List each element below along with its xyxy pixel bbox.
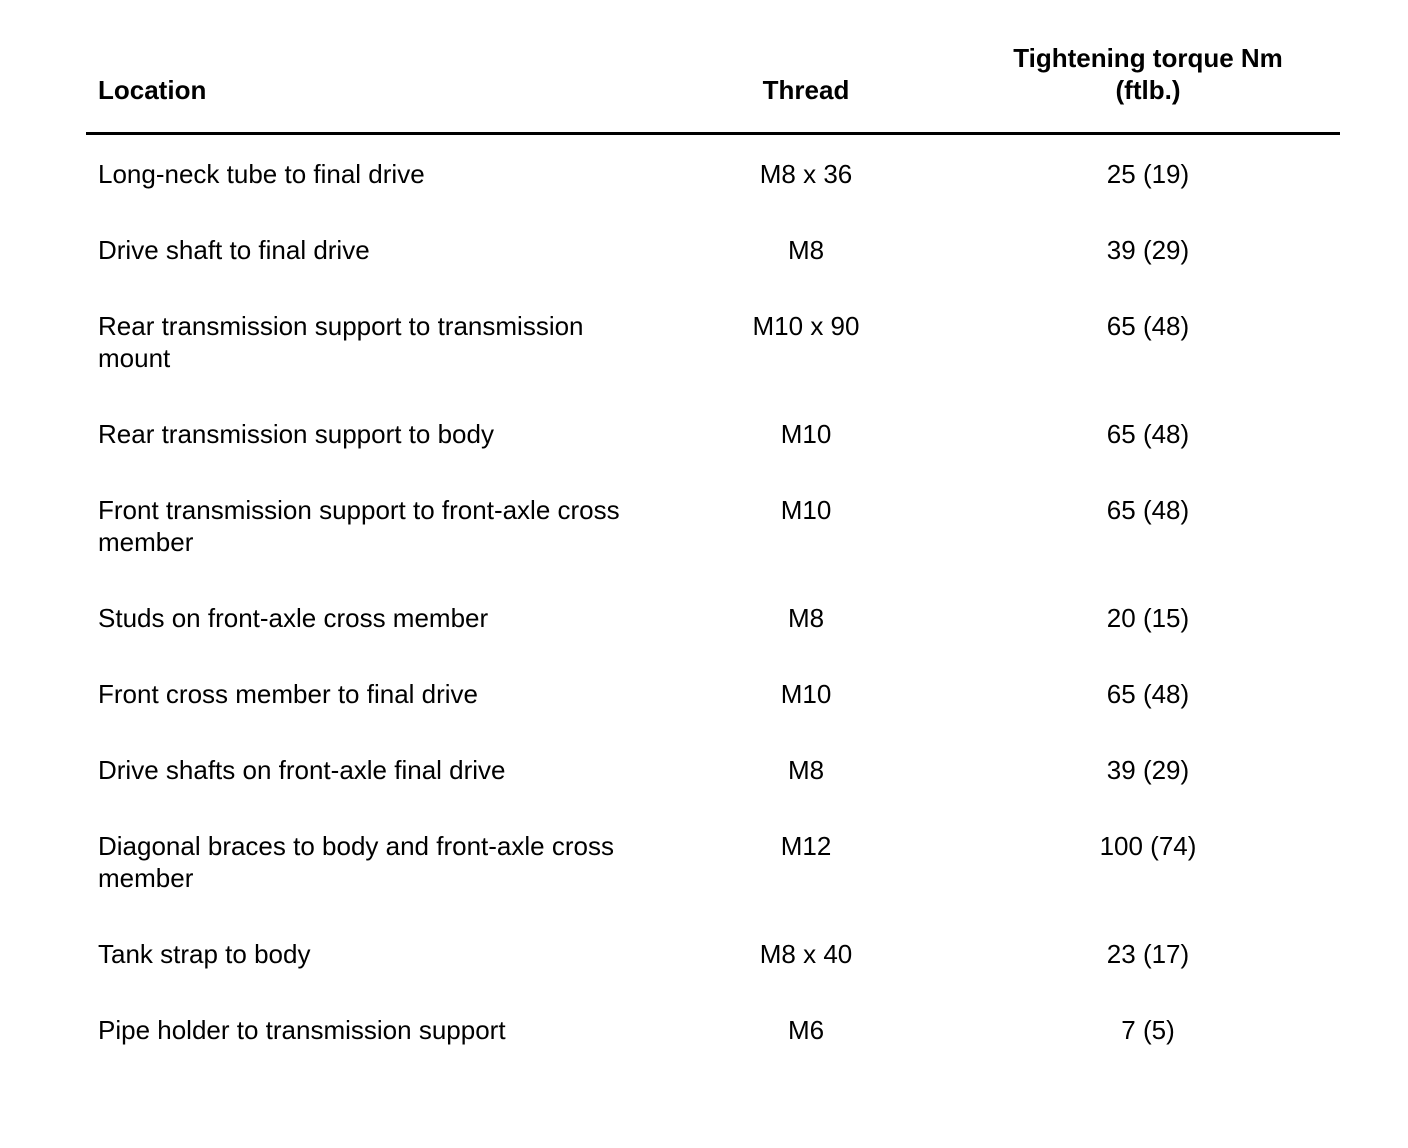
header-rule [86,132,1340,135]
location-cell: Diagonal braces to body and front-axle c… [98,831,614,893]
location-cell: Pipe holder to transmission support [98,1015,506,1045]
torque-cell: 7 (5) [1121,1015,1175,1045]
location-cell: Studs on front-axle cross member [98,603,489,633]
thread-cell: M8 x 36 [759,159,853,189]
location-cell: Tank strap to body [98,939,311,969]
torque-cell: 39 (29) [1106,755,1190,785]
table-row: Rear transmission support to body M10 65… [86,418,1340,450]
thread-cell: M8 [787,603,825,633]
torque-cell: 39 (29) [1106,235,1190,265]
torque-cell: 23 (17) [1106,939,1190,969]
header-thread: Thread [762,75,850,105]
torque-table: Location Thread Tightening torque Nm (ft… [86,0,1340,1090]
torque-cell: 65 (48) [1106,419,1190,449]
table-row: Rear transmission support to transmissio… [86,310,1340,374]
torque-cell: 25 (19) [1106,159,1190,189]
header-torque-line1: Tightening torque Nm [1013,43,1283,73]
thread-cell: M10 [780,419,832,449]
thread-cell: M8 [787,755,825,785]
header-row: Location Thread Tightening torque Nm (ft… [86,42,1340,106]
thread-cell: M10 x 90 [752,311,860,341]
location-cell: Front transmission support to front-axle… [98,495,620,557]
torque-cell: 65 (48) [1106,311,1190,341]
table-row: Diagonal braces to body and front-axle c… [86,830,1340,894]
torque-cell: 100 (74) [1099,831,1197,861]
table-row: Drive shafts on front-axle final drive M… [86,754,1340,786]
torque-cell: 65 (48) [1106,679,1190,709]
table-row: Drive shaft to final drive M8 39 (29) [86,234,1340,266]
location-cell: Front cross member to final drive [98,679,479,709]
thread-cell: M10 [780,495,832,525]
table-row: Studs on front-axle cross member M8 20 (… [86,602,1340,634]
thread-cell: M10 [780,679,832,709]
header-location: Location [98,75,207,105]
table-row: Long-neck tube to final drive M8 x 36 25… [86,158,1340,190]
thread-cell: M12 [780,831,832,861]
table-body: Long-neck tube to final drive M8 x 36 25… [86,158,1340,1046]
table-row: Front cross member to final drive M10 65… [86,678,1340,710]
torque-cell: 65 (48) [1106,495,1190,525]
table-row: Pipe holder to transmission support M6 7… [86,1014,1340,1046]
location-cell: Drive shafts on front-axle final drive [98,755,506,785]
header-torque: Tightening torque Nm (ftlb.) [956,42,1340,106]
thread-cell: M8 x 40 [759,939,853,969]
location-cell: Rear transmission support to body [98,419,494,449]
location-cell: Drive shaft to final drive [98,235,370,265]
table-row: Tank strap to body M8 x 40 23 (17) [86,938,1340,970]
table-row: Front transmission support to front-axle… [86,494,1340,558]
location-cell: Long-neck tube to final drive [98,159,425,189]
thread-cell: M8 [787,235,825,265]
location-cell: Rear transmission support to transmissio… [98,311,584,373]
header-torque-line2: (ftlb.) [1115,75,1181,105]
torque-cell: 20 (15) [1106,603,1190,633]
thread-cell: M6 [787,1015,825,1045]
